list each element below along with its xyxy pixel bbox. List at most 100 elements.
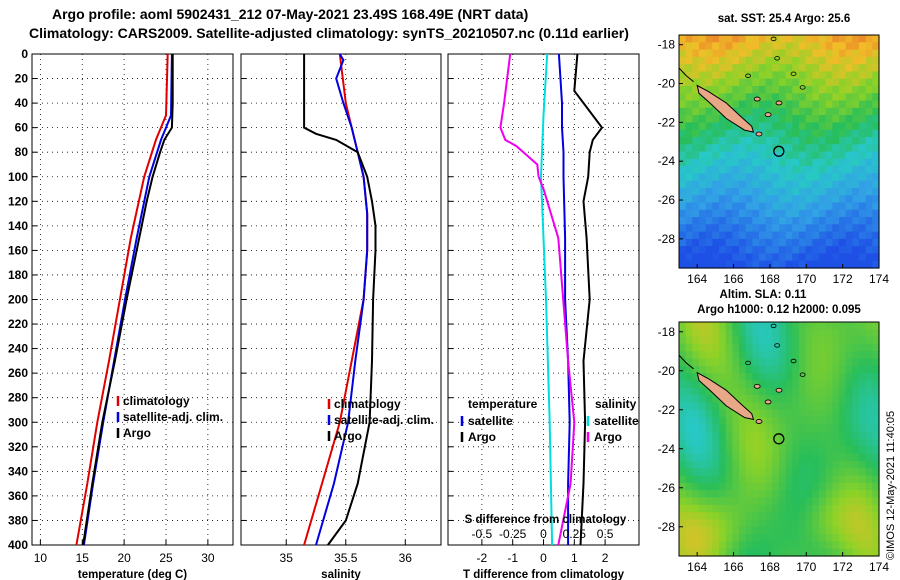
sst-map-cell [745,217,753,225]
header-line2: Climatology: CARS2009. Satellite-adjuste… [29,25,629,41]
sst-map-cell [825,260,833,269]
sst-map-cell [812,209,820,218]
sla-map-cell [732,380,740,389]
sst-map-cell [692,246,700,255]
sst-map-cell [852,129,860,138]
sst-map-cell [852,71,860,80]
sst-map-cell [812,115,820,123]
sla-map-cell [852,541,860,550]
sla-map-cell [779,497,787,506]
sla-map-cell [725,526,733,535]
sst-map-cell [759,78,767,87]
sst-map-cell [765,49,773,58]
sla-map-cell [732,490,740,499]
sla-map-cell [799,541,807,550]
sla-map-cell [839,468,847,477]
sst-map-cell [852,85,860,94]
sst-map-cell [705,49,713,58]
sst-map-cell [679,71,687,80]
sst-map-cell [799,238,807,247]
sla-map-cell [739,548,747,557]
sla-map-cell [839,519,847,528]
sst-map-cell [872,260,880,269]
sst-map-cell [732,246,740,255]
sla-map-cell [759,519,767,528]
sst-map-cell [845,71,853,80]
sst-map-cell [799,224,807,233]
sst-map-xtick-label: 168 [760,272,780,286]
sst-map-ytick-label: -20 [658,77,676,91]
sla-map-cell [785,373,793,382]
sla-map-cell [699,475,707,484]
sst-map-cell [839,144,847,153]
difference-x2tick-label: 0 [540,527,547,541]
sst-map-cell [852,253,860,262]
sst-map-cell [812,144,820,153]
sla-map-cell [859,460,867,469]
sla-map-cell [805,504,813,513]
sla-map-cell [792,504,800,513]
sla-map-cell [825,351,833,360]
sla-map-cell [805,534,813,542]
sst-map-cell [679,231,687,240]
sst-map-cell [799,260,807,269]
sst-map-cell [852,231,860,240]
sst-map-cell [819,209,827,218]
sst-map-cell [865,71,873,80]
sla-map-cell [812,482,820,491]
sst-map-cell [839,71,847,80]
sst-map-cell [745,202,753,211]
sla-map-cell [825,358,833,367]
sla-map-cell [732,387,740,396]
sla-map-cell [699,409,707,418]
sla-map-cell [745,373,753,382]
sst-map-cell [845,224,853,233]
sst-map-cell [819,35,827,43]
sla-map-reef [678,354,694,370]
sla-map-cell [745,482,753,491]
sst-map-cell [705,166,713,174]
sst-map-cell [819,115,827,123]
sla-map-cell [765,482,773,491]
sst-map-cell [785,260,793,269]
sst-map-cell [759,187,767,196]
temperature-line-black [82,54,174,546]
sla-map-cell [699,519,707,528]
sst-map-cell [719,144,727,153]
sla-map-cell [779,468,787,477]
sst-map-cell [692,166,700,174]
sla-map-cell [872,512,880,521]
sla-map-cell [872,387,880,396]
sla-map-cell [825,548,833,557]
sst-map-cell [852,187,860,196]
sla-map-cell [865,387,873,396]
sla-map-cell [745,351,753,360]
sla-map-cell [685,453,693,462]
sla-map-cell [812,322,820,330]
sst-map-cell [852,107,860,116]
sst-map-cell [872,202,880,211]
sla-map-cell [845,504,853,513]
sst-map-cell [699,144,707,153]
sla-map-cell [785,490,793,499]
sla-map-cell [679,439,687,447]
sla-map-cell [692,351,700,360]
sla-map-cell [825,329,833,338]
sla-map-cell [745,475,753,484]
sla-map-cell [705,504,713,513]
sla-map-cell [872,541,880,550]
sla-map-cell [765,490,773,499]
sla-map-cell [725,490,733,499]
sst-map-cell [719,202,727,211]
sst-map-cell [739,173,747,182]
sla-map-cell [805,439,813,447]
sst-map-cell [825,180,833,189]
sst-map-cell [859,195,867,204]
sla-map-cell [679,475,687,484]
sst-map-cell [865,100,873,109]
sst-map-cell [679,64,687,73]
sst-map-cell [692,173,700,182]
sla-map-cell [865,402,873,411]
sst-map-cell [865,231,873,240]
sst-map-cell [692,202,700,211]
